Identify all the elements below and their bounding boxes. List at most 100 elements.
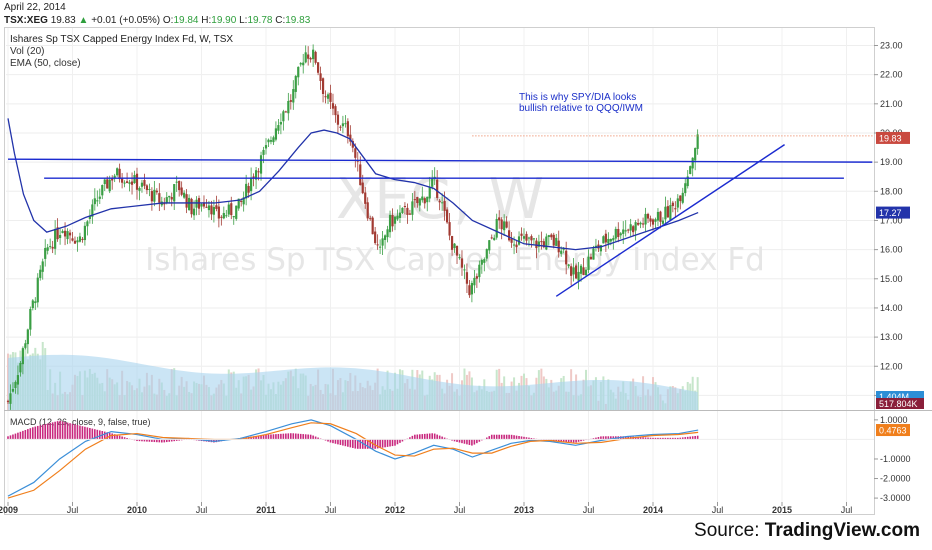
macd-hist-bar: [29, 428, 32, 440]
macd-hist-bar: [602, 436, 605, 440]
price-tick-label: 21.00: [880, 99, 903, 109]
candle-body: [56, 227, 59, 240]
macd-hist-bar: [428, 433, 431, 440]
macd-hist-bar: [500, 434, 503, 440]
candle-body: [247, 186, 250, 193]
macd-hist-bar: [255, 435, 257, 440]
macd-hist-bar: [66, 422, 69, 440]
chart-date: April 22, 2014: [4, 2, 66, 13]
macd-hist-bar: [582, 439, 585, 441]
price-tick-label: 22.00: [880, 70, 903, 80]
macd-hist-bar: [342, 439, 344, 446]
candle-body: [192, 208, 196, 216]
candle-body: [339, 126, 342, 128]
volume-tag-bg: [876, 398, 924, 409]
candle-body: [49, 246, 52, 248]
candle-body: [475, 276, 478, 279]
price-tick-label: 13.00: [880, 332, 903, 342]
macd-hist-bar: [51, 422, 54, 440]
candle-body: [468, 285, 471, 296]
candle-body: [180, 187, 183, 195]
candle-body: [155, 190, 158, 193]
candle-body: [183, 192, 186, 198]
time-tick-label: Jul: [454, 505, 466, 515]
candle-body: [88, 216, 91, 219]
candle-body: [346, 121, 349, 137]
macd-hist-bar: [91, 428, 94, 440]
candle-body: [264, 145, 268, 149]
candle-body: [413, 199, 416, 201]
macd-hist-bar: [86, 427, 89, 440]
candle-body: [279, 122, 282, 125]
macd-hist-bar: [463, 439, 466, 444]
macd-hist-bar: [468, 439, 471, 445]
candle-body: [217, 206, 220, 219]
macd-hist-bar: [74, 424, 76, 440]
candle-body: [309, 58, 312, 60]
close-value: 19.83: [285, 15, 311, 26]
macd-hist-bar: [123, 437, 126, 440]
candle-body: [210, 205, 213, 215]
candle-body: [445, 209, 449, 223]
macd-hist-bar: [369, 439, 371, 449]
volume-tag: 1.404M: [879, 392, 909, 402]
uptrend-line: [555, 144, 785, 297]
candle-body: [282, 111, 285, 122]
candle-body: [108, 179, 111, 192]
candle-body: [207, 205, 211, 211]
candle-body: [453, 243, 456, 249]
candle-body: [14, 381, 17, 389]
macd-hist-bar: [96, 429, 99, 440]
candle-body: [68, 232, 72, 236]
macd-hist-bar: [389, 439, 391, 447]
candle-body: [168, 195, 171, 198]
candle-body: [512, 244, 516, 246]
candle-body: [297, 66, 300, 78]
macd-hist-bar: [337, 439, 339, 445]
candle-body: [604, 233, 607, 243]
candle-body: [555, 237, 558, 246]
candle-body: [495, 218, 498, 238]
macd-hist-bar: [570, 439, 572, 443]
macd-axis: 1.0000 -1.0000 -2.0000 -3.0000 0.4763: [6, 415, 911, 503]
candle-body: [607, 238, 610, 244]
source-prefix: Source:: [694, 520, 765, 541]
macd-hist-bar: [116, 434, 118, 440]
macd-hist-bar: [262, 435, 265, 440]
candle-body: [498, 217, 501, 221]
macd-hist-bar: [339, 439, 342, 445]
candle-body: [572, 267, 575, 275]
candle-body: [609, 239, 612, 242]
macd-hist-bar: [505, 434, 508, 440]
candle-body: [289, 100, 292, 102]
macd-hist-bar: [327, 439, 329, 442]
macd-hist-bar: [352, 439, 354, 448]
macd-tick-label: -2.0000: [880, 474, 911, 484]
macd-hist-bar: [458, 439, 461, 443]
macd-hist-bar: [113, 434, 116, 440]
macd-hist-bar: [111, 433, 113, 440]
candle-body: [118, 168, 121, 180]
macd-hist-bar: [654, 437, 657, 440]
macd-hist-bar: [272, 434, 275, 440]
macd-hist-bar: [436, 434, 438, 440]
macd-tick-label: -1.0000: [880, 454, 911, 464]
macd-hist-bar: [471, 439, 473, 446]
candle-body: [532, 238, 536, 240]
macd-hist-bar: [178, 439, 180, 441]
legend-ema: EMA (50, close): [10, 58, 81, 69]
legend-title: Ishares Sp TSX Capped Energy Index Fd, W…: [10, 34, 233, 45]
candle-body: [39, 269, 42, 278]
macd-line: [7, 419, 699, 497]
candle-body: [16, 375, 20, 385]
time-tick-label: 2014: [643, 505, 663, 515]
macd-hist-bar: [287, 433, 290, 440]
candle-body: [547, 235, 550, 238]
candle-body: [215, 205, 218, 209]
candle-body: [560, 250, 563, 254]
macd-hist-bar: [691, 436, 694, 440]
candle-body: [78, 236, 82, 242]
low-value: 19.78: [247, 15, 273, 26]
time-tick-label: 2015: [772, 505, 792, 515]
